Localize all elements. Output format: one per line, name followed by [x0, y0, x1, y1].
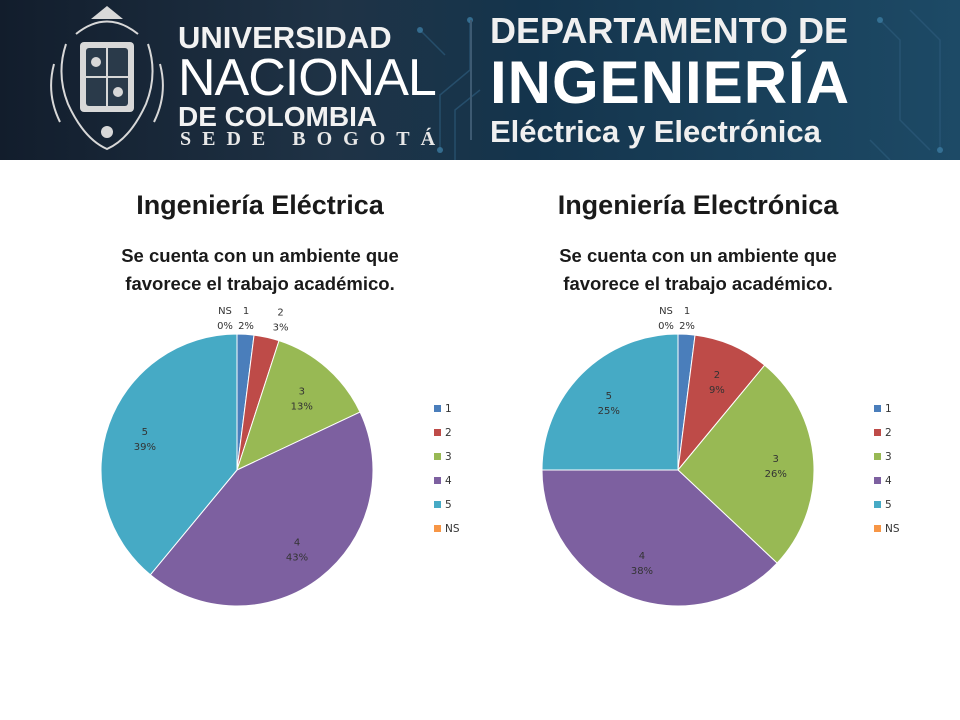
pie-slice-3 — [677, 364, 815, 564]
pie-chart-electrica: 1 2% 2 3% 3 13% 4 43% 5 39% NS 0% 1 2 3 4 5 NS — [100, 306, 460, 607]
legend-swatch-4 — [434, 477, 441, 484]
pie-slice-5 — [100, 333, 238, 576]
chart-title-electronica: Se cuenta con un ambiente que favorece e… — [478, 242, 918, 298]
data-label-percent-3: 13% — [291, 402, 313, 413]
university-name-line2: NACIONAL — [178, 49, 437, 107]
legend-label-1: 1 — [885, 403, 892, 415]
legend-swatch-1 — [434, 405, 441, 412]
circuit-pattern — [417, 9, 943, 160]
data-label-category-ns: NS — [218, 306, 232, 317]
data-label-percent-4: 43% — [286, 552, 308, 563]
data-label-percent-2: 3% — [273, 323, 289, 334]
legend-swatch-3 — [874, 453, 881, 460]
legend-label-ns: NS — [445, 523, 460, 535]
chart-title-line2: favorece el trabajo académico. — [125, 273, 395, 294]
university-seal-icon — [50, 6, 164, 151]
data-label-percent-ns: 0% — [217, 321, 233, 332]
chart-title-line1: Se cuenta con un ambiente que — [121, 245, 399, 266]
data-label-category-1: 1 — [243, 306, 249, 317]
data-label-category-ns: NS — [659, 306, 673, 317]
legend-label-3: 3 — [445, 451, 452, 463]
data-label-percent-4: 38% — [631, 566, 653, 577]
data-label-percent-1: 2% — [238, 321, 254, 332]
legend-label-2: 2 — [885, 427, 892, 439]
data-label-category-5: 5 — [606, 391, 612, 402]
legend-label-1: 1 — [445, 403, 452, 415]
university-name-line3: DE COLOMBIA — [178, 101, 378, 132]
university-sede: SEDE BOGOTÁ — [180, 128, 447, 150]
legend-swatch-5 — [874, 501, 881, 508]
university-name-line1: UNIVERSIDAD — [178, 20, 392, 55]
data-label-category-2: 2 — [277, 308, 283, 319]
data-label-category-1: 1 — [684, 306, 690, 317]
data-label-category-4: 4 — [294, 537, 300, 548]
legend-swatch-5 — [434, 501, 441, 508]
legend-swatch-3 — [434, 453, 441, 460]
legend-swatch-1 — [874, 405, 881, 412]
legend-label-4: 4 — [445, 475, 452, 487]
department-line3: Eléctrica y Electrónica — [490, 114, 821, 149]
pie-chart-electronica: 1 2% 2 9% 3 26% 4 38% 5 25% NS 0% 1 2 3 4 5 NS — [541, 306, 900, 607]
chart-title-line2: favorece el trabajo académico. — [563, 273, 833, 294]
data-label-percent-5: 25% — [598, 406, 620, 417]
chart-title-electrica: Se cuenta con un ambiente que favorece e… — [40, 242, 480, 298]
panel-heading-electrica: Ingeniería Eléctrica — [136, 190, 384, 220]
data-label-percent-5: 39% — [134, 442, 156, 453]
legend-swatch-ns — [434, 525, 441, 532]
pie-slice-3 — [236, 340, 361, 471]
banner-divider — [470, 20, 472, 140]
university-wordmark: UNIVERSIDAD NACIONAL DE COLOMBIA — [178, 20, 437, 132]
legend-label-5: 5 — [445, 499, 452, 511]
data-label-percent-1: 2% — [679, 321, 695, 332]
legend-label-3: 3 — [885, 451, 892, 463]
data-label-percent-2: 9% — [709, 385, 725, 396]
legend-swatch-ns — [874, 525, 881, 532]
legend-label-ns: NS — [885, 523, 900, 535]
department-line2: INGENIERÍA — [490, 49, 851, 116]
legend-label-4: 4 — [885, 475, 892, 487]
panel-heading-electronica: Ingeniería Electrónica — [557, 190, 839, 220]
chart-title-line1: Se cuenta con un ambiente que — [559, 245, 837, 266]
legend-swatch-2 — [874, 429, 881, 436]
data-label-percent-3: 26% — [765, 469, 787, 480]
data-label-category-3: 3 — [299, 387, 305, 398]
data-label-category-3: 3 — [773, 454, 779, 465]
pie-slice-4 — [541, 469, 778, 607]
data-label-category-4: 4 — [639, 551, 645, 562]
legend-label-2: 2 — [445, 427, 452, 439]
data-label-category-5: 5 — [142, 427, 148, 438]
pie-slice-5 — [541, 333, 679, 471]
pie-slice-4 — [149, 411, 374, 607]
data-label-percent-ns: 0% — [658, 321, 674, 332]
legend-label-5: 5 — [885, 499, 892, 511]
legend-swatch-2 — [434, 429, 441, 436]
legend-swatch-4 — [874, 477, 881, 484]
department-line1: DEPARTAMENTO DE — [490, 10, 849, 51]
header-banner: UNIVERSIDAD NACIONAL DE COLOMBIA SEDE BO… — [0, 0, 960, 160]
data-label-category-2: 2 — [714, 370, 720, 381]
department-wordmark: DEPARTAMENTO DE INGENIERÍA Eléctrica y E… — [490, 10, 850, 150]
